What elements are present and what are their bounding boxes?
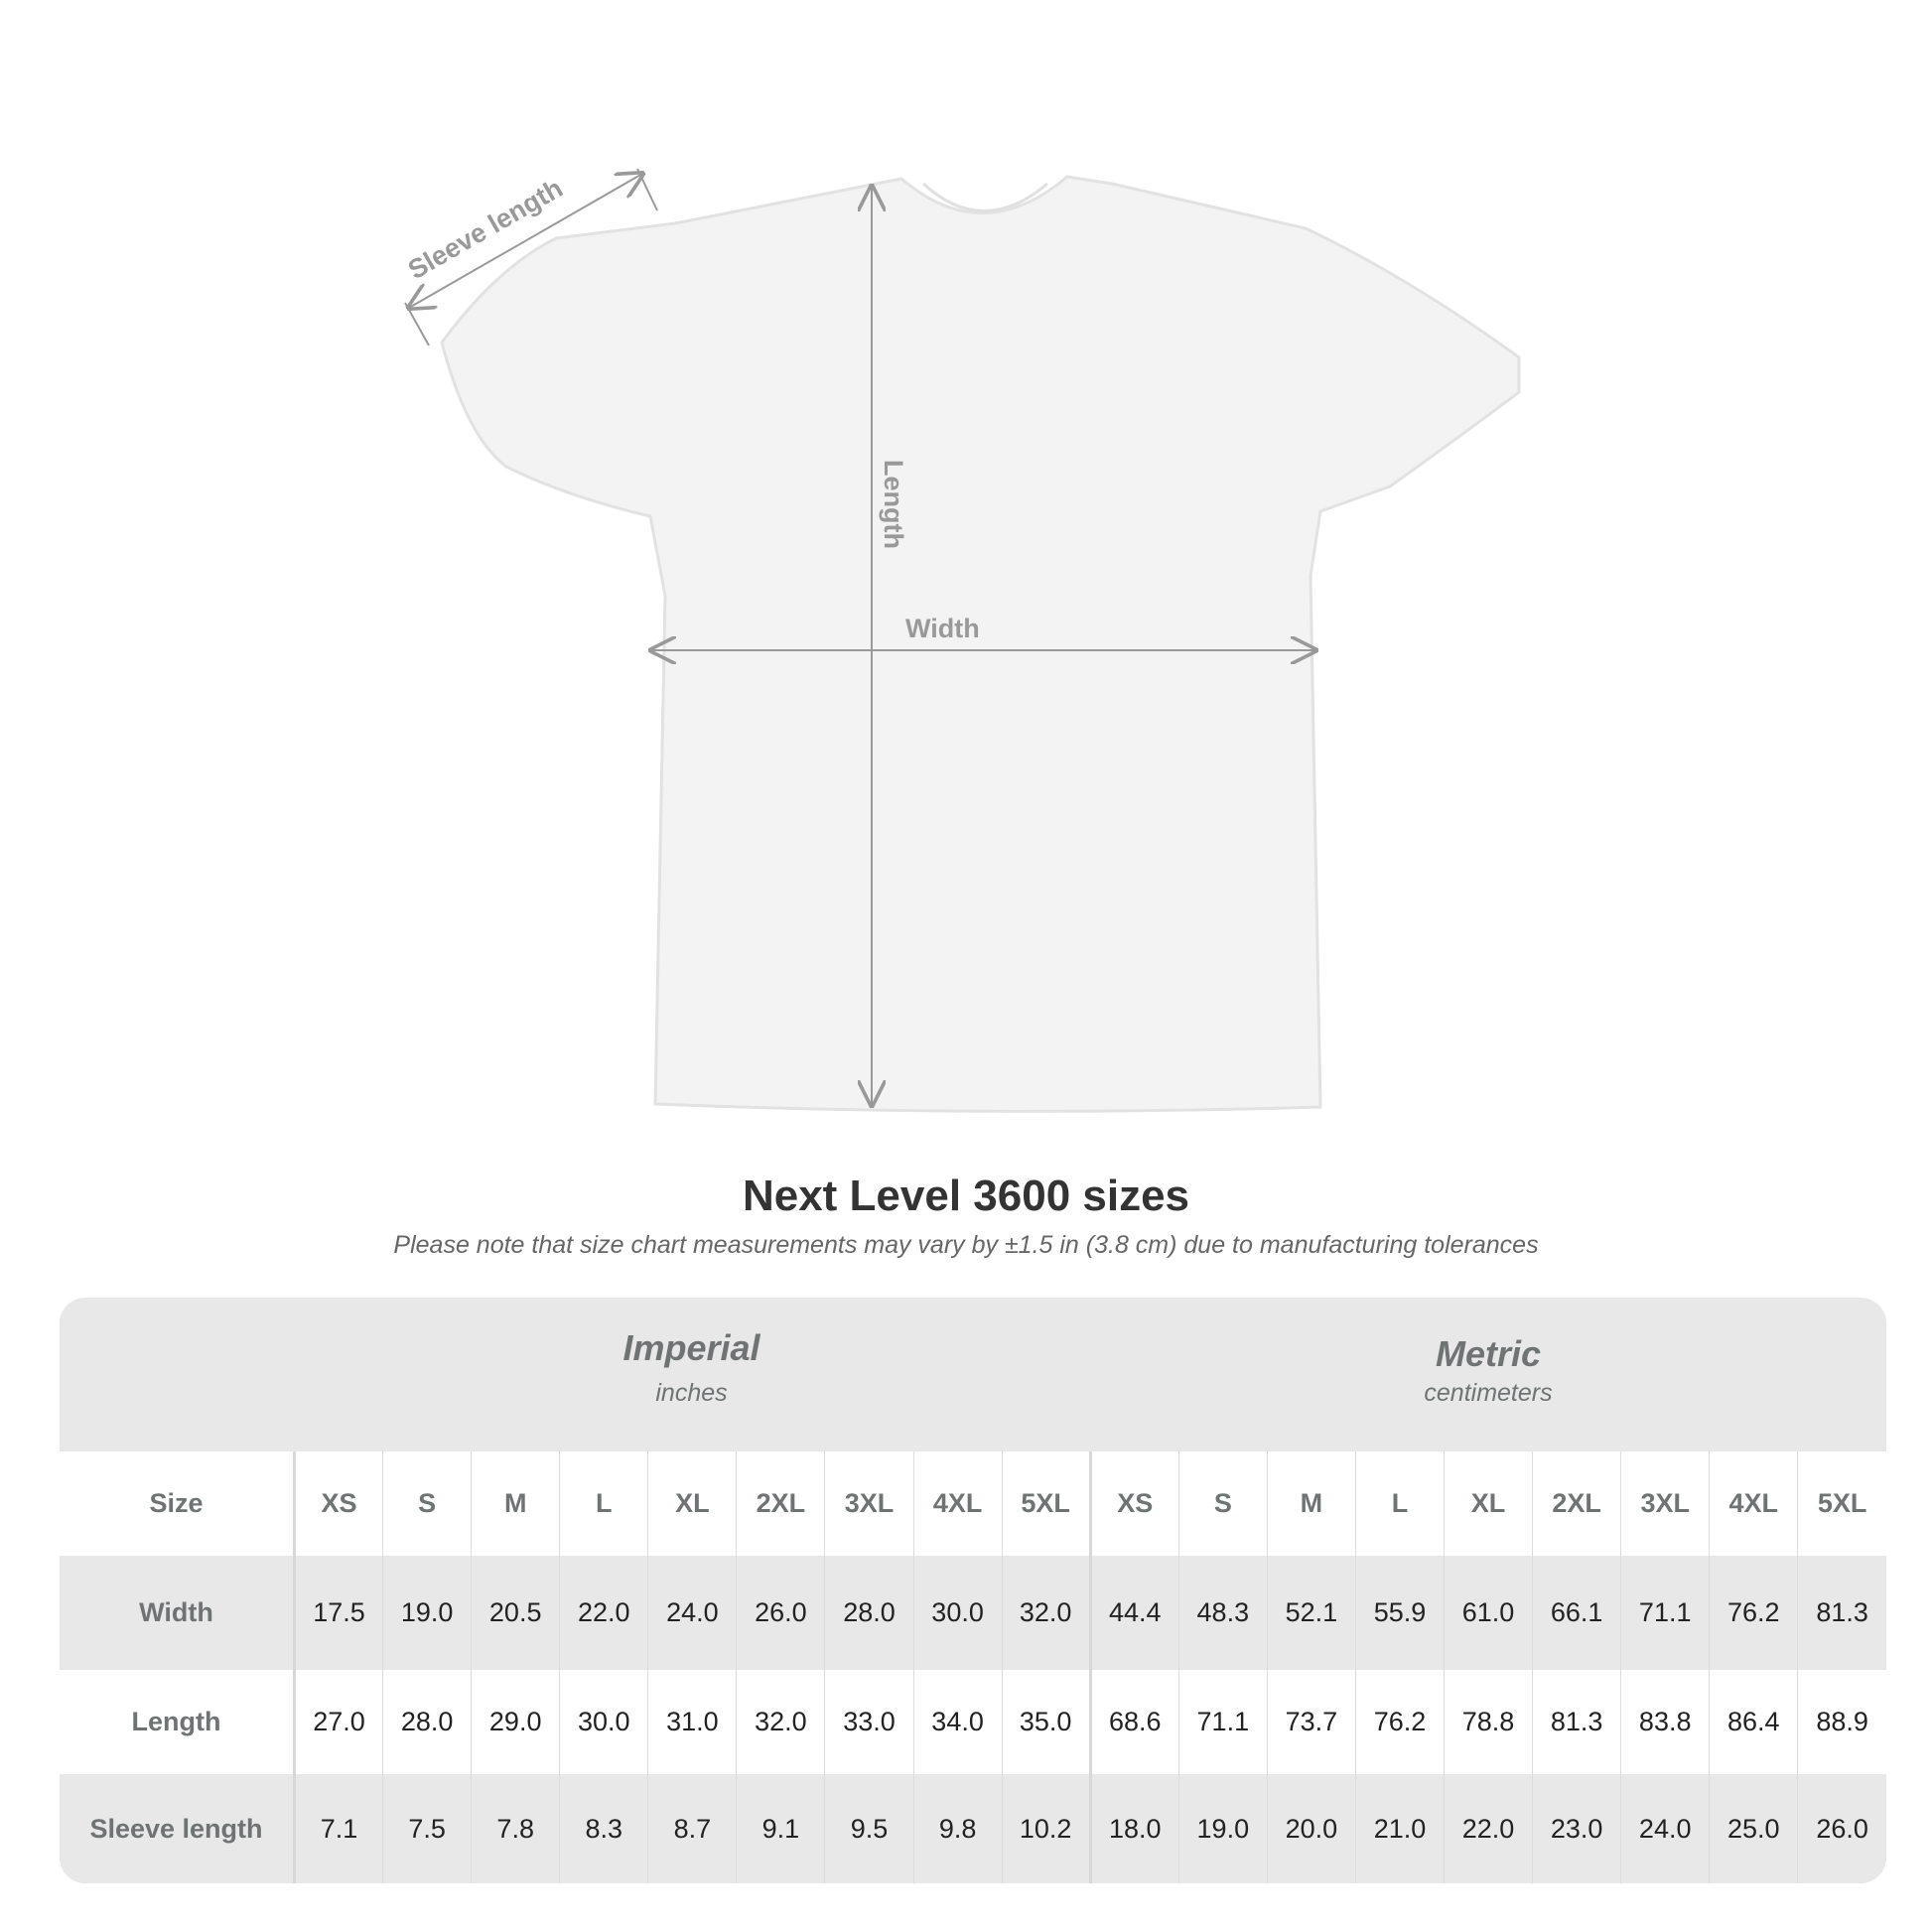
- imperial-cell: 30.0: [912, 1556, 1003, 1670]
- metric-cell: 25.0: [1709, 1774, 1798, 1883]
- metric-cell: 48.3: [1177, 1556, 1268, 1670]
- metric-size-4XL: 4XL: [1709, 1451, 1798, 1556]
- metric-cell: 44.4: [1088, 1556, 1179, 1670]
- length-label: Length: [879, 460, 908, 549]
- imperial-cell: 20.5: [471, 1556, 560, 1670]
- metric-size-L: L: [1354, 1451, 1445, 1556]
- metric-cell: 20.0: [1266, 1774, 1356, 1883]
- imperial-size-XS: XS: [293, 1451, 383, 1556]
- metric-size-M: M: [1266, 1451, 1356, 1556]
- metric-cell: 24.0: [1620, 1774, 1710, 1883]
- metric-size-S: S: [1177, 1451, 1268, 1556]
- imperial-cell: 9.1: [736, 1774, 825, 1883]
- tolerance-note: Please note that size chart measurements…: [393, 1231, 1539, 1259]
- metric-cell: 71.1: [1620, 1556, 1710, 1670]
- metric-size-XS: XS: [1088, 1451, 1179, 1556]
- imperial-cell: 8.7: [647, 1774, 737, 1883]
- imperial-cell: 30.0: [559, 1670, 648, 1774]
- size-table-panel: Imperial inches Metric centimeters Size X…: [60, 1298, 1886, 1883]
- metric-cell: 88.9: [1797, 1670, 1886, 1774]
- imperial-cell: 33.0: [824, 1670, 914, 1774]
- metric-cell: 78.8: [1444, 1670, 1533, 1774]
- imperial-cell: 9.8: [912, 1774, 1003, 1883]
- size-row-label: Size: [60, 1451, 296, 1556]
- metric-cell: 73.7: [1266, 1670, 1356, 1774]
- metric-cell: 68.6: [1088, 1670, 1179, 1774]
- metric-size-XL: XL: [1444, 1451, 1533, 1556]
- table-row: Width 17.5 19.0 20.5 22.0 24.0 26.0 28.0 30.0 32.…: [60, 1556, 1886, 1670]
- imperial-cell: 34.0: [912, 1670, 1003, 1774]
- imperial-cell: 31.0: [647, 1670, 737, 1774]
- imperial-cell: 10.2: [1001, 1774, 1091, 1883]
- imperial-cell: 27.0: [293, 1670, 383, 1774]
- metric-cell: 76.2: [1709, 1556, 1798, 1670]
- imperial-cell: 24.0: [647, 1556, 737, 1670]
- metric-cell: 81.3: [1797, 1556, 1886, 1670]
- metric-size-3XL: 3XL: [1620, 1451, 1710, 1556]
- imperial-cell: 35.0: [1001, 1670, 1091, 1774]
- imperial-cell: 8.3: [559, 1774, 648, 1883]
- imperial-title: Imperial: [622, 1327, 760, 1368]
- metric-cell: 61.0: [1444, 1556, 1533, 1670]
- imperial-cell: 32.0: [736, 1670, 825, 1774]
- metric-size-5XL: 5XL: [1797, 1451, 1886, 1556]
- imperial-cell: 7.8: [471, 1774, 560, 1883]
- imperial-cell: 28.0: [382, 1670, 472, 1774]
- imperial-cell: 29.0: [471, 1670, 560, 1774]
- imperial-size-5XL: 5XL: [1001, 1451, 1091, 1556]
- imperial-cell: 9.5: [824, 1774, 914, 1883]
- metric-cell: 81.3: [1532, 1670, 1621, 1774]
- table-row: Sleeve length 7.1 7.5 7.8 8.3 8.7 9.1 9.5 9.8 10.…: [60, 1774, 1886, 1883]
- metric-cell: 83.8: [1620, 1670, 1710, 1774]
- imperial-size-XL: XL: [647, 1451, 737, 1556]
- width-label: Width: [905, 614, 980, 643]
- metric-cell: 19.0: [1177, 1774, 1268, 1883]
- imperial-cell: 32.0: [1001, 1556, 1091, 1670]
- imperial-cell: 17.5: [293, 1556, 383, 1670]
- row-label: Width: [60, 1556, 296, 1670]
- tshirt-shape: [440, 175, 1521, 1113]
- page-title: Next Level 3600 sizes: [742, 1172, 1190, 1220]
- imperial-size-4XL: 4XL: [912, 1451, 1003, 1556]
- metric-cell: 76.2: [1354, 1670, 1445, 1774]
- metric-size-2XL: 2XL: [1532, 1451, 1621, 1556]
- metric-title: Metric: [1435, 1333, 1542, 1374]
- imperial-unit: inches: [655, 1379, 728, 1407]
- metric-header: Metric centimeters: [1090, 1333, 1886, 1408]
- imperial-cell: 22.0: [559, 1556, 648, 1670]
- imperial-size-M: M: [471, 1451, 560, 1556]
- row-label: Length: [60, 1670, 296, 1774]
- metric-cell: 71.1: [1177, 1670, 1268, 1774]
- metric-cell: 22.0: [1444, 1774, 1533, 1883]
- row-label: Sleeve length: [60, 1774, 296, 1883]
- imperial-cell: 19.0: [382, 1556, 472, 1670]
- metric-cell: 86.4: [1709, 1670, 1798, 1774]
- metric-cell: 23.0: [1532, 1774, 1621, 1883]
- metric-cell: 21.0: [1354, 1774, 1445, 1883]
- tshirt-diagram: Sleeve length Length Width: [403, 168, 1521, 1113]
- metric-unit: centimeters: [1424, 1379, 1553, 1407]
- metric-cell: 66.1: [1532, 1556, 1621, 1670]
- imperial-cell: 28.0: [824, 1556, 914, 1670]
- table-row: Length 27.0 28.0 29.0 30.0 31.0 32.0 33.0 34.0 35…: [60, 1670, 1886, 1774]
- size-header-row: Size XS S M L XL 2XL 3XL 4XL 5XL XS S M L XL 2XL 3XL 4XL 5…: [60, 1451, 1886, 1556]
- imperial-cell: 7.1: [293, 1774, 383, 1883]
- size-table: Size XS S M L XL 2XL 3XL 4XL 5XL XS S M L XL 2XL 3XL 4XL 5…: [60, 1451, 1886, 1883]
- sleeve-arrow: [409, 174, 642, 308]
- imperial-size-3XL: 3XL: [824, 1451, 914, 1556]
- imperial-size-L: L: [559, 1451, 648, 1556]
- imperial-size-2XL: 2XL: [736, 1451, 825, 1556]
- imperial-cell: 7.5: [382, 1774, 472, 1883]
- metric-cell: 18.0: [1088, 1774, 1179, 1883]
- imperial-size-S: S: [382, 1451, 472, 1556]
- imperial-header: Imperial inches: [293, 1327, 1090, 1408]
- metric-cell: 52.1: [1266, 1556, 1356, 1670]
- metric-cell: 26.0: [1797, 1774, 1886, 1883]
- metric-cell: 55.9: [1354, 1556, 1445, 1670]
- imperial-cell: 26.0: [736, 1556, 825, 1670]
